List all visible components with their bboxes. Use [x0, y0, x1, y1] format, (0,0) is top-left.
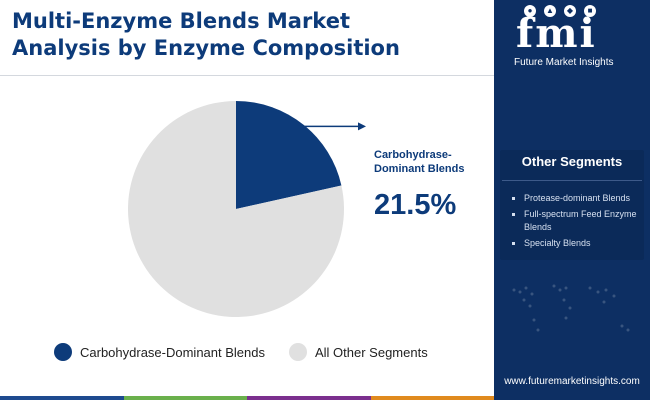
bottom-bar-segment: [247, 396, 371, 400]
other-segments-box: [500, 150, 644, 260]
logo-subtitle: Future Market Insights: [514, 57, 614, 68]
legend-swatch-carbohydrase: [54, 343, 72, 361]
pie-slices: [128, 101, 344, 318]
legend-swatch-other: [288, 343, 307, 361]
legend-item-other: All Other Segments: [288, 343, 428, 361]
legend-label-carbohydrase: Carbohydrase-Dominant Blends: [80, 344, 265, 360]
annotation-arrowhead: [358, 122, 366, 131]
world-map-decoration: [512, 284, 630, 332]
segment-item: Full-spectrum Feed Enzyme Blends: [512, 208, 642, 234]
other-segments-title: Other Segments: [521, 154, 623, 169]
chart-legend: Carbohydrase-Dominant Blends All Other S…: [54, 343, 452, 361]
logo-icon-4: ■: [584, 5, 596, 17]
annotation-label-line-2: Dominant Blends: [374, 163, 464, 175]
logo-icon-1: ●: [524, 5, 536, 17]
fmi-logo: ● ▲ ◆ ■ fmi Future Market Insights: [494, 0, 650, 78]
pie-slice-all-other-segments: [128, 101, 344, 318]
side-panel: ● ▲ ◆ ■ fmi Future Market Insights Other…: [494, 0, 650, 400]
bottom-bar-segment: [123, 396, 247, 400]
annotation-label-line-1: Carbohydrase-: [374, 149, 452, 161]
bottom-bar-segment: [0, 396, 124, 400]
pie-slice-carbohydrase-dominant-blends: [236, 101, 342, 209]
chart-title-line-2: Analysis by Enzyme Composition: [12, 36, 400, 60]
website-url[interactable]: www.futuremarketinsights.com: [504, 376, 640, 387]
pie-chart: Carbohydrase- Dominant Blends 21.5%: [128, 101, 464, 318]
other-segments-divider: [502, 180, 642, 181]
other-segments-list: Protease-dominant Blends Full-spectrum F…: [512, 192, 642, 253]
logo-icons: ● ▲ ◆ ■: [524, 5, 604, 17]
annotation-value: 21.5%: [374, 189, 456, 221]
logo-icon-2: ▲: [544, 5, 556, 17]
segment-item: Specialty Blends: [512, 237, 642, 250]
logo-icon-3: ◆: [564, 5, 576, 17]
chart-title: Multi-Enzyme Blends Market Analysis by E…: [12, 8, 482, 62]
bottom-bar-segment: [370, 396, 494, 400]
chart-title-line-1: Multi-Enzyme Blends Market: [12, 9, 350, 33]
logo-wordmark: fmi: [516, 10, 597, 57]
pie-annotation: Carbohydrase- Dominant Blends 21.5%: [302, 122, 464, 221]
segment-item: Protease-dominant Blends: [512, 192, 642, 205]
legend-item-carbohydrase: Carbohydrase-Dominant Blends: [54, 343, 265, 361]
title-divider: [0, 75, 494, 76]
legend-label-other: All Other Segments: [314, 344, 428, 360]
